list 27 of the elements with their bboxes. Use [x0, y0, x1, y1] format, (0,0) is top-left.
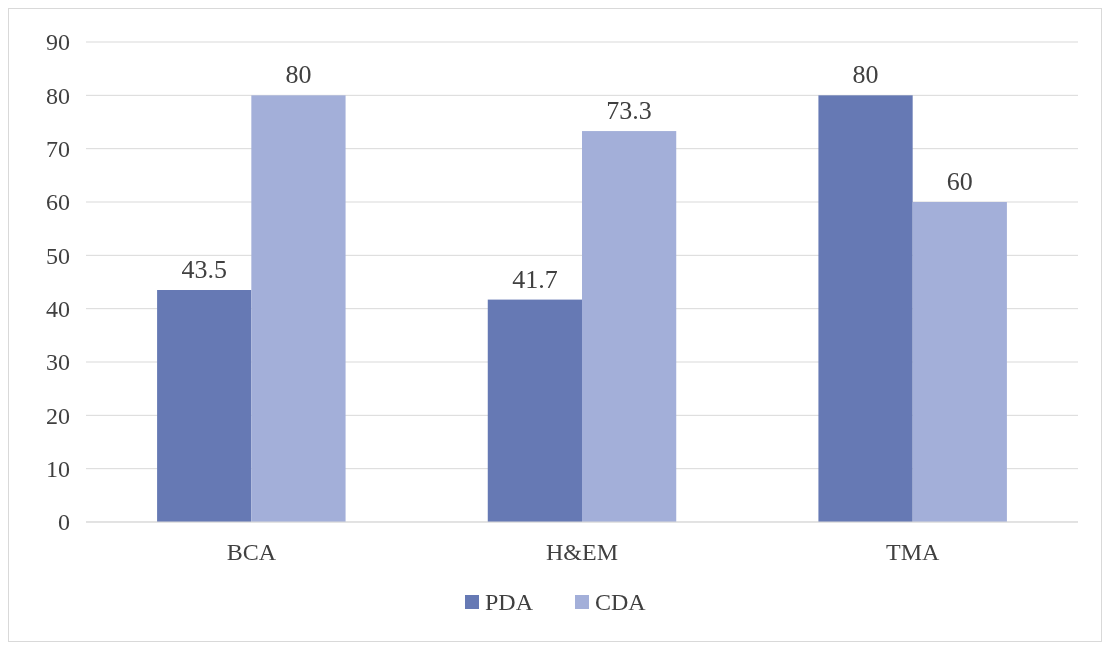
data-label: 60 — [946, 167, 973, 196]
legend-label: CDA — [595, 589, 647, 616]
y-tick-label: 50 — [46, 242, 70, 269]
bar — [818, 95, 913, 522]
data-label: 41.7 — [512, 264, 558, 294]
data-label: 73.3 — [606, 96, 652, 126]
data-label: 43.5 — [181, 255, 227, 284]
x-tick-label: H&EM — [546, 539, 618, 565]
y-tick-label: 80 — [46, 82, 70, 109]
data-label: 80 — [852, 60, 879, 90]
bar — [582, 131, 677, 522]
y-tick-label: 70 — [46, 136, 70, 163]
x-tick-label: TMA — [885, 539, 940, 565]
y-tick-label: 40 — [46, 296, 70, 323]
bar — [157, 290, 252, 522]
y-tick-label: 30 — [46, 349, 70, 376]
y-tick-label: 90 — [46, 29, 70, 56]
bar — [251, 95, 346, 522]
data-label: 80 — [285, 60, 312, 90]
y-tick-label: 60 — [46, 189, 70, 216]
y-tick-label: 10 — [46, 456, 70, 483]
bar — [912, 202, 1007, 522]
y-tick-label: 0 — [58, 509, 70, 536]
x-tick-label: BCA — [226, 539, 277, 565]
legend-label: PDA — [485, 589, 534, 616]
y-tick-label: 20 — [46, 402, 70, 429]
bar — [487, 299, 582, 522]
